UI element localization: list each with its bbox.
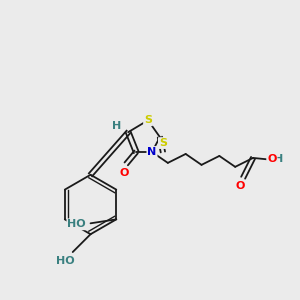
Text: O: O [120,168,129,178]
Text: N: N [147,147,157,157]
Text: H: H [112,121,121,131]
Text: O: O [236,181,245,191]
Text: HO: HO [56,256,75,266]
Text: S: S [159,138,167,148]
Text: S: S [144,115,152,125]
Text: O: O [267,154,277,164]
Text: H: H [274,154,283,164]
Text: HO: HO [68,219,86,229]
